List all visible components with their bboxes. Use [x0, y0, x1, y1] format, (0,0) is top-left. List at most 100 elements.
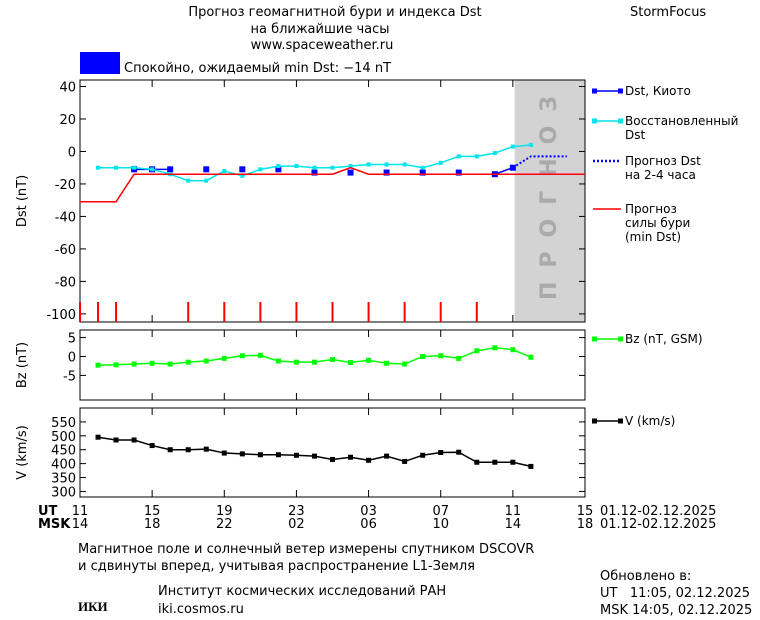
data-point [294, 164, 299, 169]
x-tick-label: 07 [432, 504, 449, 519]
data-point [239, 166, 246, 173]
series-line [80, 166, 585, 203]
legend-marker [618, 418, 623, 424]
y-tick-label: 0 [68, 350, 76, 365]
data-point [275, 452, 281, 458]
data-point [492, 151, 497, 156]
series-line [512, 155, 567, 169]
y-tick-label: -100 [46, 308, 76, 323]
x-axis-label: UT [38, 504, 58, 519]
forecast-region [514, 80, 585, 322]
x-tick-label: 14 [505, 517, 522, 532]
x-tick-label: 10 [432, 517, 449, 532]
legend-label: Прогноз Dst на 2-4 часа [625, 154, 701, 182]
footer-note: Магнитное поле и солнечный ветер измерен… [78, 542, 534, 557]
data-point [510, 459, 516, 465]
data-point [95, 434, 101, 440]
data-point [222, 168, 227, 173]
data-point [330, 456, 335, 462]
data-point [492, 345, 498, 351]
data-point [383, 169, 390, 176]
data-point [185, 447, 191, 453]
x-tick-label: 18 [577, 517, 594, 532]
legend-label: Dst, Киото [625, 84, 691, 98]
x-tick-label: 02 [288, 517, 305, 532]
y-axis-label: Dst (nT) [15, 175, 30, 227]
legend-marker [592, 418, 597, 424]
data-point [311, 359, 317, 365]
data-point [420, 452, 426, 458]
legend-marker [592, 336, 597, 342]
forecast-label: ПРОГНОЗ [537, 82, 562, 300]
y-tick-label: 450 [51, 444, 76, 459]
x-tick-label: 19 [216, 504, 233, 519]
y-tick-label: 0 [68, 145, 76, 160]
data-point [420, 353, 426, 359]
series-line [97, 436, 532, 468]
y-tick-label: -80 [55, 275, 76, 290]
data-point [257, 452, 263, 458]
data-point [149, 443, 155, 449]
data-point [438, 353, 444, 359]
data-point [474, 348, 480, 354]
data-point [366, 162, 371, 167]
x-tick-label: 15 [577, 504, 594, 519]
data-point [150, 167, 155, 172]
logo: ИКИ [78, 599, 108, 614]
x-tick-label: 22 [216, 517, 233, 532]
data-point [348, 360, 354, 366]
updated-title: Обновлено в: [600, 569, 691, 584]
data-point [239, 353, 245, 359]
data-point [312, 165, 317, 170]
data-point [348, 164, 353, 169]
y-tick-label: 400 [51, 458, 76, 473]
y-tick-label: -60 [55, 243, 76, 258]
data-point [366, 457, 372, 463]
data-point [293, 452, 299, 458]
y-tick-label: 5 [68, 332, 76, 347]
data-point [221, 355, 227, 361]
data-point [167, 447, 173, 453]
data-point [420, 165, 425, 170]
site: iki.cosmos.ru [158, 602, 244, 617]
data-point [366, 357, 372, 363]
data-point [167, 361, 173, 367]
plot-frame [79, 407, 586, 498]
data-point [167, 166, 174, 173]
data-point [402, 162, 407, 167]
data-point [275, 358, 281, 364]
data-point [185, 359, 191, 365]
y-tick-label: 20 [59, 113, 76, 128]
y-tick-label: 500 [51, 430, 76, 445]
legend-marker [618, 118, 623, 124]
legend-label: Восстановленный Dst [625, 114, 739, 142]
plot-frame [79, 79, 586, 323]
legend-marker [592, 88, 597, 94]
legend-label: Bz (nT, GSM) [625, 332, 703, 346]
data-point [528, 463, 534, 469]
data-point [330, 165, 335, 170]
data-point [203, 446, 209, 452]
data-point [438, 160, 443, 165]
data-point [510, 144, 515, 149]
data-point [149, 360, 155, 366]
legend-marker [618, 336, 623, 342]
y-tick-label: 40 [59, 80, 76, 95]
url: www.spaceweather.ru [251, 38, 394, 53]
data-point [239, 451, 245, 457]
data-point [456, 449, 462, 455]
y-tick-label: 550 [51, 416, 76, 431]
data-point [240, 173, 245, 178]
data-point [474, 459, 480, 465]
data-point [132, 165, 137, 170]
data-point [203, 358, 209, 364]
brand: StormFocus [630, 5, 706, 20]
data-point [95, 362, 101, 368]
y-tick-label: -20 [55, 178, 76, 193]
updated: MSK 14:05, 02.12.2025 [600, 603, 752, 618]
title: Прогноз геомагнитной бури и индекса Dst [188, 5, 481, 20]
data-point [114, 165, 119, 170]
data-point [474, 154, 479, 159]
updated: UT 11:05, 02.12.2025 [600, 586, 750, 601]
